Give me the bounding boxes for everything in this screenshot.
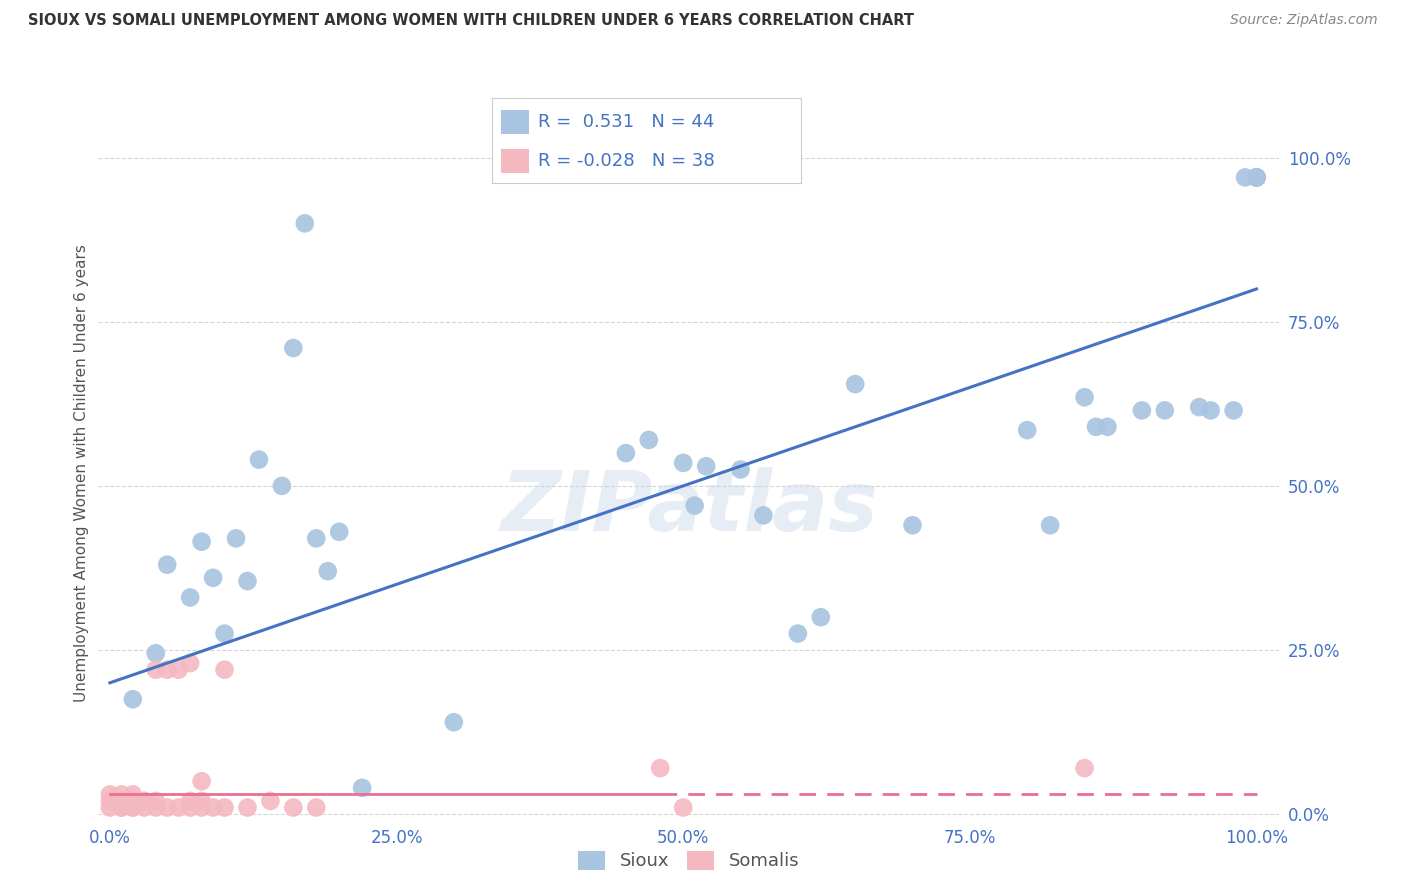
Point [695,459,717,474]
Point [247,452,270,467]
Point [352,780,374,795]
Point [672,800,695,814]
Point [650,761,672,775]
Point [236,574,259,588]
Text: R = -0.028   N = 38: R = -0.028 N = 38 [538,152,716,169]
Point [110,794,132,808]
Point [134,800,156,814]
Point [1199,403,1222,417]
Point [202,571,225,585]
Point [167,663,190,677]
Point [1073,761,1095,775]
Y-axis label: Unemployment Among Women with Children Under 6 years: Unemployment Among Women with Children U… [75,244,89,702]
Point [1017,423,1039,437]
Point [134,794,156,808]
Point [1246,170,1268,185]
Point [810,610,832,624]
Point [156,558,179,572]
Point [259,794,281,808]
Point [214,626,236,640]
Text: Source: ZipAtlas.com: Source: ZipAtlas.com [1230,13,1378,28]
Point [121,800,143,814]
Point [901,518,924,533]
Point [156,663,179,677]
Point [214,663,236,677]
Point [1085,419,1108,434]
Point [134,794,156,808]
Point [190,534,212,549]
Point [614,446,637,460]
Point [1188,400,1211,414]
Point [844,377,866,392]
Point [190,794,212,808]
Point [1246,170,1268,185]
Text: ZIPatlas: ZIPatlas [501,467,877,548]
Point [752,508,775,523]
Point [1234,170,1257,185]
Point [110,800,132,814]
Point [179,591,201,605]
Point [1097,419,1119,434]
Point [328,524,350,539]
Point [145,794,167,808]
Legend: Sioux, Somalis: Sioux, Somalis [571,844,807,878]
Text: SIOUX VS SOMALI UNEMPLOYMENT AMONG WOMEN WITH CHILDREN UNDER 6 YEARS CORRELATION: SIOUX VS SOMALI UNEMPLOYMENT AMONG WOMEN… [28,13,914,29]
Point [1153,403,1175,417]
Point [190,774,212,789]
Point [190,800,212,814]
Point [316,564,339,578]
Point [121,692,143,706]
Point [110,794,132,808]
Point [225,532,247,546]
Point [110,788,132,802]
Point [786,626,808,640]
Point [214,800,236,814]
Point [283,341,305,355]
Point [179,800,201,814]
Point [730,462,752,476]
Point [98,788,121,802]
Point [283,800,305,814]
Point [305,532,328,546]
Point [156,800,179,814]
Point [121,800,143,814]
Point [145,800,167,814]
Point [98,794,121,808]
Point [1246,170,1268,185]
Point [1073,390,1095,404]
Point [672,456,695,470]
FancyBboxPatch shape [502,149,529,173]
Point [145,646,167,660]
Point [98,800,121,814]
Point [121,788,143,802]
Point [145,663,167,677]
Point [294,216,316,230]
Point [305,800,328,814]
Text: R =  0.531   N = 44: R = 0.531 N = 44 [538,113,714,131]
Point [179,794,201,808]
Point [1222,403,1244,417]
Point [121,794,143,808]
Point [270,479,292,493]
Point [236,800,259,814]
Point [167,800,190,814]
Point [1246,170,1268,185]
Point [1130,403,1153,417]
Point [202,800,225,814]
Point [179,656,201,670]
Point [637,433,659,447]
Point [110,800,132,814]
Point [443,715,465,730]
Point [1039,518,1062,533]
FancyBboxPatch shape [502,110,529,134]
Point [683,499,706,513]
